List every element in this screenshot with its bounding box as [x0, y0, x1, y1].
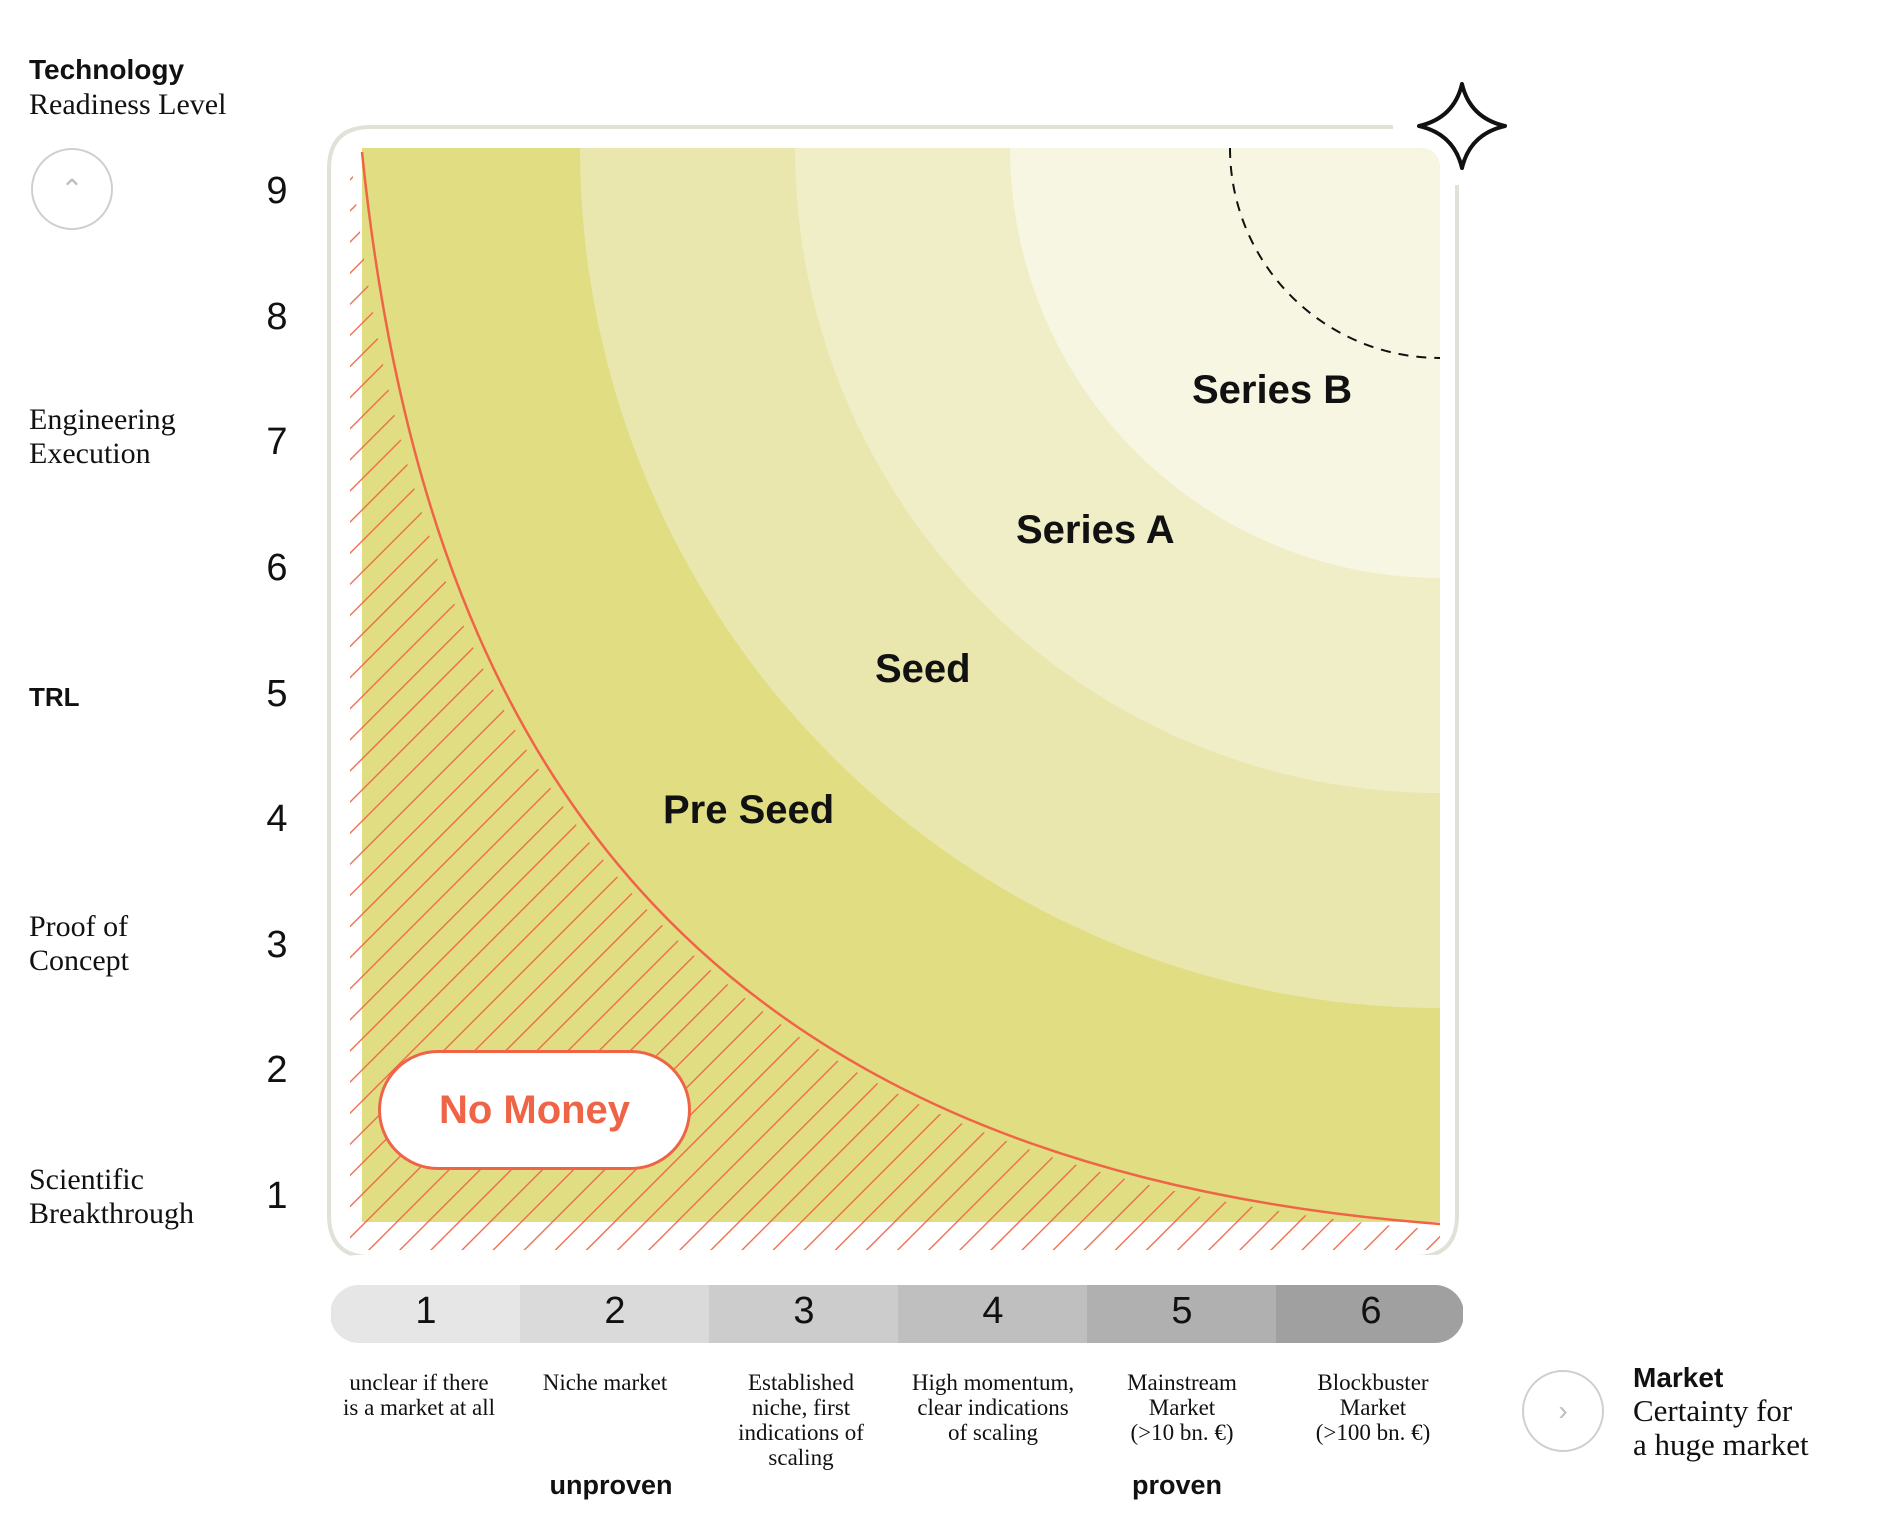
y-tick-2: 2	[266, 1049, 288, 1091]
market-level-cell-6	[1276, 1285, 1463, 1343]
label-no-money: No Money	[378, 1050, 691, 1170]
market-level-cell-4	[898, 1285, 1088, 1343]
y-axis-abbr: TRL	[29, 682, 80, 712]
y-tick-1: 1	[266, 1175, 288, 1217]
y-tick-3: 3	[266, 924, 288, 966]
x-tick-5: 5	[1171, 1290, 1193, 1332]
unproven-label: unproven	[549, 1470, 673, 1500]
x-tick-4: 4	[982, 1290, 1004, 1332]
no-money-boundary	[360, 151, 1441, 1226]
market-scale-bar	[331, 1285, 1463, 1343]
x-desc-6: Blockbuster Market (>100 bn. €)	[1315, 1370, 1431, 1445]
y-tick-5: 5	[266, 673, 288, 715]
y-tick-8: 8	[266, 296, 288, 338]
y-annotation-proof: Proof of Concept	[29, 910, 129, 977]
market-level-cell-3	[709, 1285, 899, 1343]
x-tick-2: 2	[604, 1290, 626, 1332]
y-tick-6: 6	[266, 547, 288, 589]
label-series-a: Series A	[1016, 508, 1175, 552]
x-desc-4: High momentum, clear indications of scal…	[911, 1370, 1075, 1445]
chevron-up-icon: ⌃	[60, 173, 84, 205]
x-tick-6: 6	[1360, 1290, 1382, 1332]
x-desc-3: Established niche, first indications of …	[738, 1370, 864, 1470]
zone-series-a	[795, 148, 1440, 793]
y-tick-4: 4	[266, 798, 288, 840]
x-tick-3: 3	[793, 1290, 815, 1332]
market-level-cell-1	[331, 1285, 521, 1343]
sparkle-star-icon	[1417, 82, 1507, 170]
y-axis-up-button[interactable]: ⌃	[31, 148, 113, 230]
x-axis-subtitle: Certainty for a huge market	[1633, 1393, 1809, 1462]
x-desc-5: Mainstream Market (>10 bn. €)	[1127, 1370, 1237, 1445]
diagram-frame	[327, 125, 1459, 1259]
proven-label: proven	[1131, 1470, 1223, 1500]
y-axis-subtitle: Readiness Level	[29, 88, 227, 121]
y-annotation-engineering: Engineering Execution	[29, 403, 176, 470]
x-desc-1: unclear if there is a market at all	[343, 1370, 495, 1420]
zone-series-b	[1010, 148, 1440, 578]
label-pre-seed: Pre Seed	[663, 788, 835, 832]
x-tick-1: 1	[415, 1290, 437, 1332]
chevron-right-icon: ›	[1558, 1395, 1568, 1426]
x-axis-right-button[interactable]: ›	[1522, 1370, 1604, 1452]
y-axis-title: Technology	[29, 54, 185, 85]
x-axis-title: Market	[1633, 1362, 1724, 1393]
label-seed: Seed	[875, 647, 971, 691]
y-tick-7: 7	[266, 421, 288, 463]
y-tick-9: 9	[266, 170, 288, 212]
market-level-cell-2	[520, 1285, 710, 1343]
target-dashed-arc	[1229, 147, 1441, 359]
y-annotation-science: Scientific Breakthrough	[29, 1163, 194, 1230]
label-series-b: Series B	[1192, 368, 1353, 412]
x-desc-2: Niche market	[542, 1370, 668, 1395]
market-level-cell-5	[1087, 1285, 1277, 1343]
